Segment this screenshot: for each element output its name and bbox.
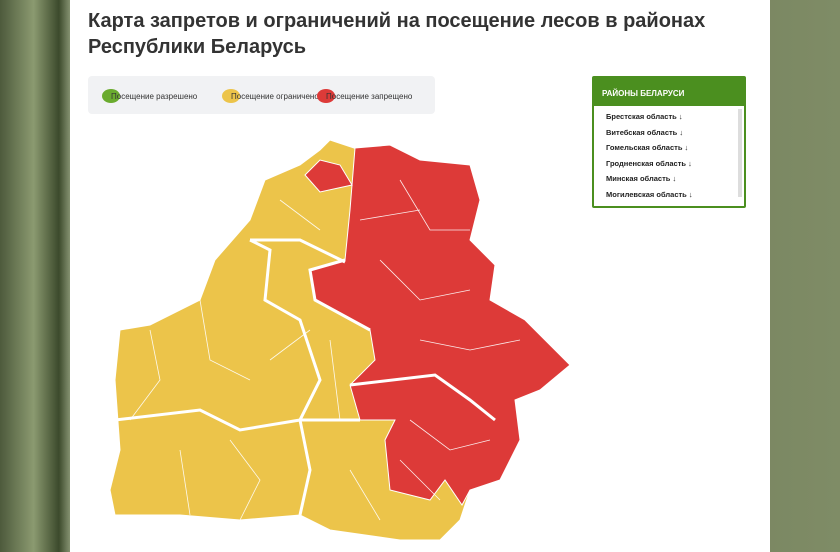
- region-item[interactable]: Минская область ↓: [606, 174, 677, 183]
- legend-label: Посещение запрещено: [326, 92, 413, 101]
- red-zone: [304, 159, 353, 193]
- panel-title: РАЙОНЫ БЕЛАРУСИ: [602, 89, 685, 98]
- legend-label: Посещение ограничено: [231, 92, 319, 101]
- title: Карта запретов и ограничений на посещени…: [88, 8, 705, 60]
- title-line: Карта запретов и ограничений на посещени…: [88, 10, 706, 32]
- region-item[interactable]: Брестская область ↓: [606, 112, 683, 121]
- oblast-borders: [114, 238, 496, 516]
- legend: Посещение разрешено Посещение ограничено П…: [88, 76, 435, 114]
- region-item[interactable]: Гродненская область ↓: [606, 158, 692, 168]
- legend-items: Посещение разрешено Посещение ограничено П…: [102, 89, 413, 103]
- region-item[interactable]: Могилевская область ↓: [606, 189, 693, 199]
- region-item[interactable]: Витебская область ↓: [606, 127, 684, 137]
- region-item[interactable]: Гомельская область ↓: [606, 143, 689, 152]
- title-line: Республики Беларусь: [88, 36, 307, 58]
- district-borders: [129, 179, 521, 521]
- legend-swatch: [317, 89, 335, 103]
- legend-label: Посещение разрешено: [111, 92, 198, 101]
- legend-swatch: [102, 89, 120, 103]
- content-card: Карта запретов и ограничений на посещени…: [70, 0, 770, 552]
- scrollbar[interactable]: [738, 109, 742, 197]
- legend-swatch: [222, 89, 240, 103]
- belarus-yellow: [109, 139, 571, 541]
- district-list-panel: РАЙОНЫ БЕЛАРУСИ Брестская область ↓ Витеб…: [592, 76, 746, 208]
- red-zone: [309, 144, 571, 506]
- region-list: Брестская область ↓ Витебская область ↓ Го…: [594, 106, 744, 206]
